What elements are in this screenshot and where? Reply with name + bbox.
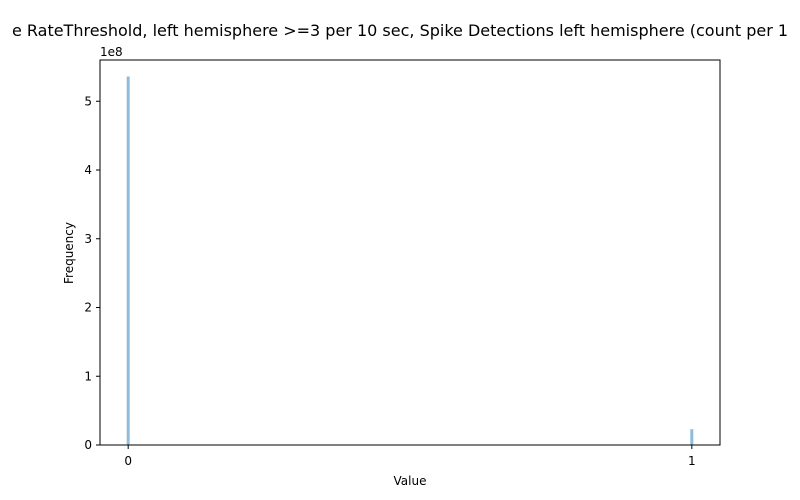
histogram-bar [126,76,130,445]
y-axis-label: Frequency [62,222,76,284]
x-tick-label: 1 [688,454,696,468]
plot-frame [99,59,721,446]
y-tick-label: 5 [84,94,92,108]
y-offset-label: 1e8 [100,45,123,59]
y-tick-label: 1 [84,369,92,383]
x-axis-label: Value [394,474,427,488]
y-tick-label: 4 [84,163,92,177]
histogram-bar [690,429,694,445]
x-tick-label: 0 [124,454,132,468]
y-tick-label: 2 [84,301,92,315]
plot-area: 0 1 2 3 4 5 0 1 [84,76,696,468]
y-tick-label: 3 [84,232,92,246]
y-tick-label: 0 [84,438,92,452]
chart-title: e RateThreshold, left hemisphere >=3 per… [12,21,788,40]
